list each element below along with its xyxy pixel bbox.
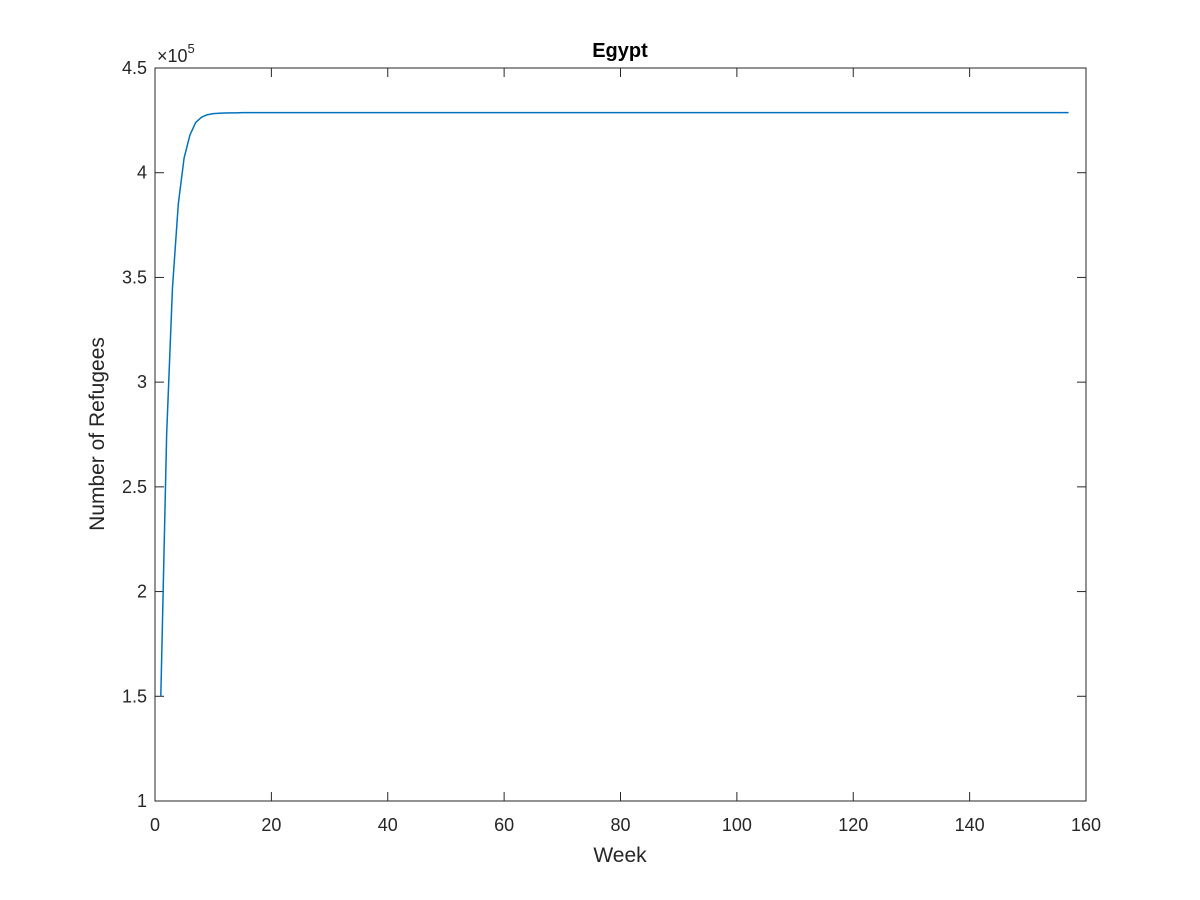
y-tick-label: 3 (137, 372, 147, 392)
x-tick-label: 80 (610, 815, 630, 835)
y-tick-label: 4 (137, 163, 147, 183)
chart-title: Egypt (592, 40, 648, 62)
axes-box (154, 67, 1087, 802)
y-exponent-label: ×105 (157, 41, 195, 66)
series-layer (160, 111, 1069, 697)
x-tick-label: 40 (378, 815, 398, 835)
y-axis-label: Number of Refugees (86, 337, 109, 531)
y-tick-label: 2 (137, 582, 147, 602)
y-multiplier: ×10 (157, 46, 188, 66)
y-tick-label: 1 (137, 791, 147, 811)
x-tick-label: 120 (838, 815, 868, 835)
plot-area (155, 68, 1086, 801)
series-line (160, 111, 1069, 697)
x-tick-label: 20 (261, 815, 281, 835)
x-tick-label: 100 (722, 815, 752, 835)
y-tick-label: 4.5 (122, 58, 147, 78)
x-tick-label: 0 (150, 815, 160, 835)
y-exponent: 5 (188, 41, 195, 56)
x-tick-label: 60 (494, 815, 514, 835)
x-axis-label: Week (593, 844, 647, 867)
y-tick-label: 2.5 (122, 477, 147, 497)
y-tick-label: 1.5 (122, 686, 147, 706)
tick-labels: 0 20 40 60 80 100 120 140 160 1 1.5 2 2.5 3 3.5 4 4.5 (122, 58, 1101, 835)
x-tick-label: 140 (955, 815, 985, 835)
x-tick-label: 160 (1071, 815, 1101, 835)
y-tick-label: 3.5 (122, 267, 147, 287)
